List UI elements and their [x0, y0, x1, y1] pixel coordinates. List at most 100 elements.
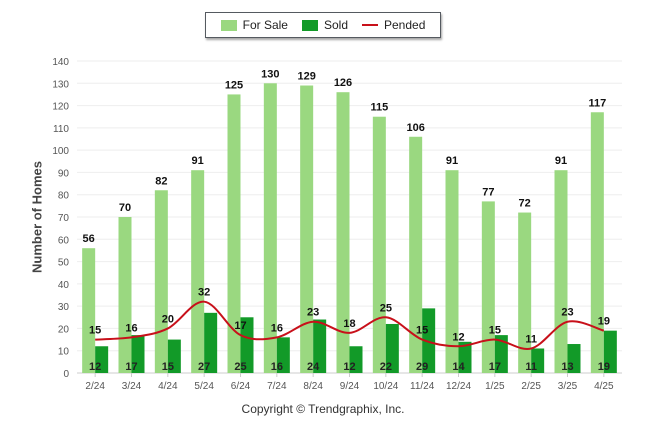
- x-tick-label: 9/24: [340, 381, 360, 392]
- data-label-sold: 17: [489, 361, 501, 373]
- data-label-sold: 29: [416, 361, 428, 373]
- data-label-for-sale: 72: [519, 198, 531, 210]
- data-label-for-sale: 117: [588, 97, 606, 109]
- x-tick-label: 12/24: [446, 381, 471, 392]
- bar-sold: [494, 335, 508, 373]
- data-label-pended: 18: [343, 318, 355, 330]
- y-axis-ticks: 0 10 20 30 40 50 60 70 80 90 100 110 120 130 140: [52, 57, 69, 380]
- y-tick-label: 70: [58, 213, 70, 224]
- y-tick-label: 80: [58, 191, 70, 202]
- x-tick-label: 3/24: [122, 381, 142, 392]
- bar-for-sale: [481, 201, 495, 373]
- data-label-pended: 17: [234, 320, 246, 332]
- bar-for-sale: [372, 116, 386, 373]
- data-label-sold: 25: [234, 361, 246, 373]
- y-tick-label: 50: [58, 258, 70, 269]
- y-tick-label: 10: [58, 347, 70, 358]
- data-label-sold: 27: [198, 361, 210, 373]
- bar-for-sale: [82, 248, 96, 373]
- data-label-pended: 15: [89, 325, 101, 337]
- bar-sold: [349, 346, 363, 373]
- legend-label-for-sale: For Sale: [242, 18, 288, 32]
- x-tick-label: 1/25: [485, 381, 505, 392]
- bar-sold: [458, 341, 472, 373]
- bar-sold: [313, 319, 327, 373]
- bar-for-sale: [409, 136, 423, 373]
- bar-sold: [95, 346, 109, 373]
- data-labels: 56 70 82 91 125 130 129 126 115 106 91 77 72 91 117 12 1…: [83, 68, 610, 373]
- y-tick-label: 60: [58, 235, 70, 246]
- bar-sold: [531, 348, 545, 373]
- y-tick-label: 140: [52, 57, 69, 68]
- data-label-sold: 11: [525, 361, 537, 373]
- bar-sold: [276, 337, 290, 373]
- bar-for-sale: [118, 217, 132, 373]
- for-sale-swatch: [220, 19, 237, 31]
- pended-line-path: [95, 300, 605, 350]
- bar-sold: [422, 308, 436, 373]
- bar-for-sale: [336, 92, 350, 373]
- data-label-pended: 15: [489, 325, 501, 337]
- data-label-pended: 20: [162, 313, 174, 325]
- data-label-sold: 12: [89, 361, 101, 373]
- x-tick-label: 7/24: [267, 381, 287, 392]
- pended-line: [95, 300, 605, 350]
- data-label-sold: 14: [452, 361, 465, 373]
- bar-for-sale: [154, 190, 168, 373]
- x-tick-label: 5/24: [194, 381, 214, 392]
- data-label-for-sale: 82: [155, 175, 167, 187]
- data-label-sold: 22: [380, 361, 392, 373]
- x-tick-label: 11/24: [410, 381, 435, 392]
- data-label-for-sale: 106: [406, 122, 424, 134]
- y-tick-label: 120: [52, 102, 69, 113]
- bar-for-sale: [191, 170, 205, 373]
- data-label-pended: 23: [307, 307, 319, 319]
- y-tick-label: 30: [58, 302, 70, 313]
- data-label-pended: 15: [416, 325, 428, 337]
- bar-sold: [204, 312, 218, 373]
- data-label-pended: 25: [380, 302, 392, 314]
- legend-item-pended[interactable]: Pended: [362, 18, 425, 32]
- legend-label-sold: Sold: [323, 18, 348, 32]
- legend-item-sold[interactable]: Sold: [301, 18, 348, 32]
- y-tick-label: 40: [58, 280, 70, 291]
- bar-for-sale: [300, 85, 314, 373]
- data-label-pended: 19: [598, 316, 610, 328]
- data-label-for-sale: 115: [370, 102, 388, 114]
- y-tick-label: 110: [53, 124, 69, 135]
- y-tick-label: 90: [58, 168, 70, 179]
- x-tick-label: 4/24: [158, 381, 178, 392]
- bar-for-sale: [263, 83, 277, 374]
- y-tick-label: 130: [52, 79, 69, 90]
- x-tick-label: 3/25: [558, 381, 578, 392]
- x-tick-label: 2/24: [85, 381, 105, 392]
- pended-swatch: [362, 24, 378, 26]
- data-label-for-sale: 126: [334, 77, 352, 89]
- data-label-sold: 12: [343, 361, 355, 373]
- data-label-pended: 12: [452, 331, 464, 343]
- y-tick-label: 100: [52, 146, 69, 157]
- bar-sold: [131, 335, 145, 373]
- data-label-for-sale: 129: [297, 71, 315, 83]
- chart-legend: For Sale Sold Pended: [205, 12, 441, 38]
- data-label-pended: 16: [125, 322, 137, 334]
- bar-sold: [567, 344, 581, 373]
- data-label-pended: 32: [198, 287, 210, 299]
- x-tick-label: 4/25: [594, 381, 614, 392]
- data-label-sold: 13: [561, 361, 573, 373]
- data-label-sold: 16: [271, 361, 283, 373]
- x-tick-label: 2/25: [521, 381, 541, 392]
- data-label-sold: 24: [307, 361, 320, 373]
- data-label-sold: 19: [598, 361, 610, 373]
- data-label-sold: 15: [162, 361, 174, 373]
- data-label-for-sale: 91: [446, 155, 458, 167]
- y-axis-title-text: Number of Homes: [29, 161, 45, 273]
- bar-for-sale: [590, 112, 604, 373]
- legend-item-for-sale[interactable]: For Sale: [220, 18, 288, 32]
- data-label-for-sale: 125: [225, 79, 243, 91]
- data-label-for-sale: 91: [192, 155, 204, 167]
- bar-for-sale: [518, 212, 532, 373]
- bar-sold: [167, 339, 181, 373]
- data-label-for-sale: 70: [119, 202, 131, 214]
